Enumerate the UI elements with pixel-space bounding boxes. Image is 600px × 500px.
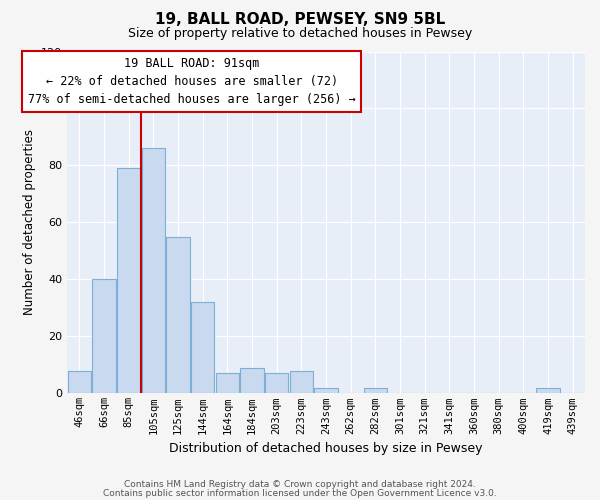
Bar: [68, 370, 91, 394]
Bar: [142, 148, 165, 394]
Bar: [290, 370, 313, 394]
Bar: [191, 302, 214, 394]
Bar: [364, 388, 387, 394]
Bar: [536, 388, 560, 394]
Bar: [215, 374, 239, 394]
Bar: [265, 374, 289, 394]
Text: Contains public sector information licensed under the Open Government Licence v3: Contains public sector information licen…: [103, 488, 497, 498]
Bar: [117, 168, 140, 394]
Text: Size of property relative to detached houses in Pewsey: Size of property relative to detached ho…: [128, 28, 472, 40]
Bar: [166, 236, 190, 394]
Text: 19, BALL ROAD, PEWSEY, SN9 5BL: 19, BALL ROAD, PEWSEY, SN9 5BL: [155, 12, 445, 28]
Text: 19 BALL ROAD: 91sqm
← 22% of detached houses are smaller (72)
77% of semi-detach: 19 BALL ROAD: 91sqm ← 22% of detached ho…: [28, 57, 355, 106]
Text: Contains HM Land Registry data © Crown copyright and database right 2024.: Contains HM Land Registry data © Crown c…: [124, 480, 476, 489]
Bar: [241, 368, 264, 394]
Bar: [314, 388, 338, 394]
Y-axis label: Number of detached properties: Number of detached properties: [23, 130, 35, 316]
Bar: [92, 280, 116, 394]
X-axis label: Distribution of detached houses by size in Pewsey: Distribution of detached houses by size …: [169, 442, 483, 455]
